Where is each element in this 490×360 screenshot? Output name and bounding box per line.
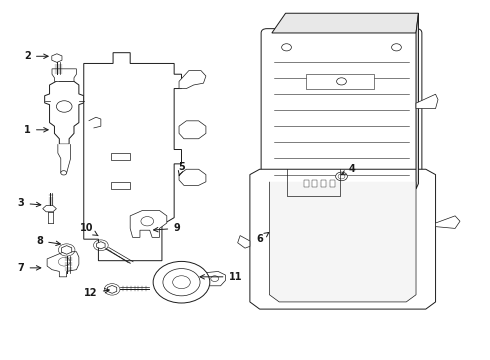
Text: 4: 4 [342,164,356,175]
Text: 11: 11 [200,272,242,282]
Polygon shape [89,117,101,128]
FancyBboxPatch shape [261,29,422,193]
Circle shape [163,269,200,296]
Text: 8: 8 [36,236,60,246]
Bar [321,180,326,187]
Bar [306,74,374,89]
Bar [111,182,130,189]
Circle shape [153,261,210,303]
Polygon shape [270,182,416,302]
Text: 9: 9 [153,224,180,233]
Polygon shape [130,211,167,237]
Circle shape [392,44,401,51]
Circle shape [338,174,345,179]
Circle shape [337,78,346,85]
Circle shape [172,276,190,289]
Polygon shape [84,53,181,261]
Polygon shape [52,69,76,81]
Polygon shape [107,285,117,293]
Bar [330,180,335,187]
Polygon shape [47,252,79,277]
Text: 3: 3 [18,198,41,208]
Polygon shape [97,242,105,249]
Polygon shape [179,169,206,185]
Polygon shape [52,54,62,62]
Polygon shape [179,121,206,139]
Circle shape [141,217,154,226]
Polygon shape [200,271,225,286]
Text: 1: 1 [24,125,48,135]
Polygon shape [45,80,84,144]
Circle shape [58,257,70,266]
Text: 6: 6 [256,233,269,244]
Polygon shape [416,13,418,189]
Text: 7: 7 [18,263,41,273]
Bar [313,180,318,187]
Text: 10: 10 [79,224,98,236]
Polygon shape [416,94,438,109]
Bar [304,180,309,187]
Polygon shape [62,246,72,254]
Polygon shape [272,13,418,33]
Polygon shape [179,71,206,89]
Bar [111,153,130,160]
Circle shape [56,101,72,112]
Circle shape [336,172,347,181]
Polygon shape [436,216,460,228]
Text: 2: 2 [24,51,48,61]
Polygon shape [98,89,159,239]
Polygon shape [58,144,71,173]
Circle shape [282,44,292,51]
Polygon shape [238,235,250,248]
Text: 12: 12 [84,288,109,298]
Circle shape [61,171,67,175]
Text: 5: 5 [178,162,185,176]
Circle shape [211,276,219,282]
Polygon shape [43,206,56,212]
Polygon shape [250,169,436,309]
